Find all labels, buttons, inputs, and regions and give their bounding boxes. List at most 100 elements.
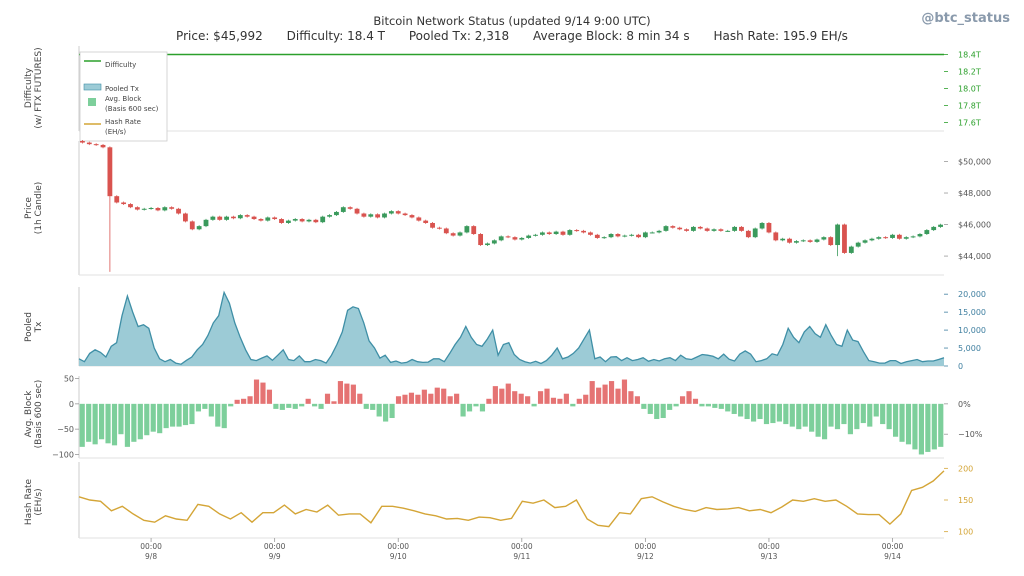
- chart-title: Bitcoin Network Status (updated 9/14 9:0…: [373, 14, 651, 28]
- candle: [800, 240, 806, 242]
- candle: [388, 211, 394, 214]
- candle: [704, 228, 710, 231]
- block-tick-label-left: 0: [69, 400, 74, 409]
- block-bar: [350, 384, 356, 404]
- candle: [354, 208, 360, 214]
- block-bar: [821, 403, 828, 440]
- block-bar: [370, 403, 376, 410]
- block-bar: [673, 403, 679, 407]
- candle: [732, 226, 738, 231]
- candle: [80, 141, 85, 143]
- block-bar: [860, 403, 866, 424]
- ylabel-pooled_tx-0: Pooled: [24, 312, 34, 342]
- candle: [196, 226, 202, 230]
- x-tick-label: 9/12: [637, 552, 654, 561]
- block-bar: [576, 398, 582, 404]
- candle: [773, 232, 779, 241]
- candle: [574, 230, 580, 232]
- block-bar: [905, 403, 912, 445]
- block-bar: [718, 403, 724, 409]
- block-bar: [757, 403, 763, 420]
- block-tick-label-left: −50: [57, 425, 74, 434]
- pooled-tick-label: 10,000: [958, 326, 986, 335]
- candle: [718, 229, 724, 231]
- candle: [327, 215, 332, 217]
- block-bar: [854, 403, 860, 430]
- block-bar: [176, 403, 182, 427]
- candle: [890, 234, 895, 238]
- block-bar: [802, 403, 808, 427]
- candle: [917, 234, 923, 237]
- block-bar: [847, 403, 853, 435]
- legend-label-3: Hash Rate: [105, 118, 141, 126]
- candle: [649, 232, 655, 234]
- candle: [272, 217, 278, 220]
- candle: [848, 246, 854, 253]
- block-bar: [486, 398, 492, 404]
- candle: [224, 216, 230, 220]
- candle: [155, 208, 161, 211]
- block-bar: [602, 384, 608, 404]
- block-bar: [337, 381, 344, 404]
- candle: [938, 224, 943, 227]
- block-bar: [738, 403, 744, 417]
- candle: [739, 226, 744, 231]
- candle: [121, 202, 127, 205]
- block-bar: [253, 379, 260, 404]
- candle: [86, 142, 92, 145]
- block-bar: [647, 403, 653, 414]
- block-bar: [512, 391, 518, 404]
- block-bar: [86, 403, 92, 442]
- block-bar: [305, 398, 311, 404]
- block-bar: [79, 403, 85, 447]
- block-bar: [899, 403, 905, 442]
- candle: [821, 237, 827, 240]
- candle: [402, 213, 408, 216]
- block-bar: [441, 388, 447, 404]
- block-bar: [331, 401, 337, 404]
- block-bar: [634, 396, 640, 404]
- block-bar: [660, 403, 666, 419]
- candle: [464, 226, 470, 233]
- block-bar: [563, 393, 569, 404]
- block-bar: [654, 403, 660, 420]
- hash-tick-label: 150: [958, 496, 973, 505]
- block-bar: [221, 403, 227, 429]
- block-bar: [299, 403, 305, 407]
- block-bar: [208, 403, 214, 417]
- candle: [93, 144, 99, 146]
- block-tick-label-right: −10%: [958, 430, 983, 439]
- candle: [691, 226, 696, 231]
- block-bar: [279, 403, 285, 410]
- block-bar: [105, 403, 111, 444]
- x-tick-label: 9/11: [513, 552, 530, 561]
- candle: [244, 215, 250, 217]
- block-bar: [776, 403, 782, 422]
- candle: [910, 236, 916, 238]
- block-bar: [466, 403, 473, 412]
- candle: [924, 230, 930, 235]
- ylabel-hash_rate-0: Hash Rate: [24, 478, 34, 525]
- candle: [265, 217, 271, 221]
- candle: [601, 237, 607, 239]
- block-bar: [144, 403, 150, 436]
- candle: [553, 231, 559, 235]
- ylabel-price-1: (1h Candle): [34, 182, 44, 235]
- candle: [237, 215, 243, 219]
- ylabel-price-0: Price: [24, 197, 34, 219]
- candle: [793, 241, 799, 243]
- x-tick-label: 9/10: [390, 552, 407, 561]
- block-bar: [809, 403, 815, 432]
- candle: [437, 227, 442, 229]
- block-bar: [182, 403, 189, 426]
- candle: [457, 232, 463, 236]
- block-bar: [318, 403, 324, 409]
- candle: [539, 232, 545, 235]
- twitter-handle: @btc_status: [921, 11, 1010, 26]
- price-tick-label: $50,000: [958, 157, 991, 166]
- candle: [629, 234, 635, 236]
- ylabel-avg_block-1: (Basis 600 sec): [34, 380, 44, 449]
- block-bar: [550, 397, 557, 404]
- block-bar: [705, 403, 711, 407]
